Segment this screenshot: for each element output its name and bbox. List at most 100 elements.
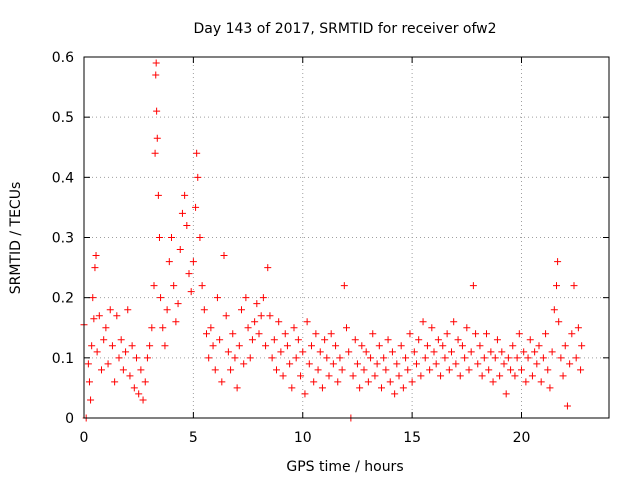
data-point	[89, 294, 97, 302]
data-point	[520, 348, 528, 356]
data-point	[432, 360, 440, 368]
data-point	[566, 360, 574, 368]
data-point	[273, 366, 280, 374]
data-point	[240, 360, 248, 368]
data-point	[262, 342, 270, 350]
data-point	[137, 366, 145, 374]
data-point	[115, 354, 123, 362]
data-point	[448, 348, 455, 356]
data-point	[465, 366, 473, 374]
data-point	[535, 342, 543, 350]
data-point	[502, 390, 510, 398]
data-point	[434, 336, 442, 344]
data-point	[106, 306, 114, 314]
data-point	[153, 134, 161, 142]
data-point	[507, 366, 515, 374]
data-point	[577, 366, 585, 374]
data-point	[279, 372, 287, 380]
data-point	[124, 306, 132, 314]
data-point	[561, 342, 569, 350]
data-point	[353, 360, 361, 368]
data-point	[152, 59, 160, 67]
data-point	[213, 294, 221, 302]
data-point	[95, 312, 103, 320]
data-point	[345, 348, 353, 356]
data-point	[192, 203, 200, 211]
data-point	[555, 318, 563, 326]
data-point	[542, 330, 550, 338]
data-point	[314, 366, 322, 374]
data-point	[513, 354, 521, 362]
data-point	[143, 354, 151, 362]
data-point	[428, 324, 436, 332]
data-point	[395, 372, 403, 380]
y-tick-label: 0.5	[52, 110, 74, 126]
data-point	[343, 324, 350, 332]
data-point	[472, 330, 480, 338]
data-point	[90, 315, 98, 323]
data-point	[308, 342, 315, 350]
data-point	[515, 330, 523, 338]
data-points	[80, 59, 586, 422]
data-point	[329, 360, 337, 368]
data-point	[268, 354, 276, 362]
data-point	[323, 354, 331, 362]
data-point	[528, 372, 536, 380]
data-point	[456, 372, 464, 380]
data-point	[504, 354, 512, 362]
data-point	[334, 378, 342, 386]
data-point	[294, 336, 302, 344]
data-point	[231, 354, 239, 362]
data-point	[172, 318, 180, 326]
data-point	[216, 336, 224, 344]
data-point	[88, 342, 96, 350]
data-point	[500, 360, 508, 368]
data-point	[193, 149, 201, 157]
data-point	[478, 372, 486, 380]
data-point	[183, 221, 191, 229]
data-point	[439, 342, 447, 350]
data-point	[91, 264, 99, 272]
data-point	[491, 354, 499, 362]
data-point	[253, 300, 261, 308]
data-point	[288, 384, 296, 392]
data-point	[181, 191, 189, 199]
data-point	[148, 324, 156, 332]
data-point	[321, 336, 329, 344]
data-point	[102, 324, 110, 332]
data-point	[297, 372, 305, 380]
data-point	[292, 354, 300, 362]
data-point	[384, 336, 392, 344]
data-point	[443, 330, 451, 338]
data-point	[476, 342, 484, 350]
data-point	[122, 348, 130, 356]
data-point	[336, 354, 344, 362]
data-point	[176, 246, 184, 254]
x-tick-label: 5	[189, 430, 198, 446]
data-point	[450, 318, 458, 326]
data-point	[493, 336, 501, 344]
data-point	[87, 396, 95, 404]
data-point	[135, 390, 143, 398]
data-point	[557, 354, 565, 362]
grid-lines	[84, 57, 609, 418]
data-point	[281, 330, 289, 338]
data-point	[153, 107, 161, 115]
y-tick-label: 0.6	[52, 50, 74, 66]
data-point	[238, 306, 245, 314]
data-point	[483, 330, 490, 338]
y-tick-label: 0	[65, 411, 74, 427]
data-point	[430, 348, 438, 356]
data-point	[251, 318, 259, 326]
data-point	[358, 342, 366, 350]
data-point	[203, 330, 210, 338]
data-point	[546, 384, 554, 392]
data-point	[233, 384, 241, 392]
data-point	[410, 348, 418, 356]
data-point	[163, 306, 171, 314]
data-point	[467, 348, 475, 356]
data-point	[222, 312, 230, 320]
data-point	[133, 354, 140, 362]
data-point	[437, 372, 445, 380]
data-point	[441, 354, 449, 362]
